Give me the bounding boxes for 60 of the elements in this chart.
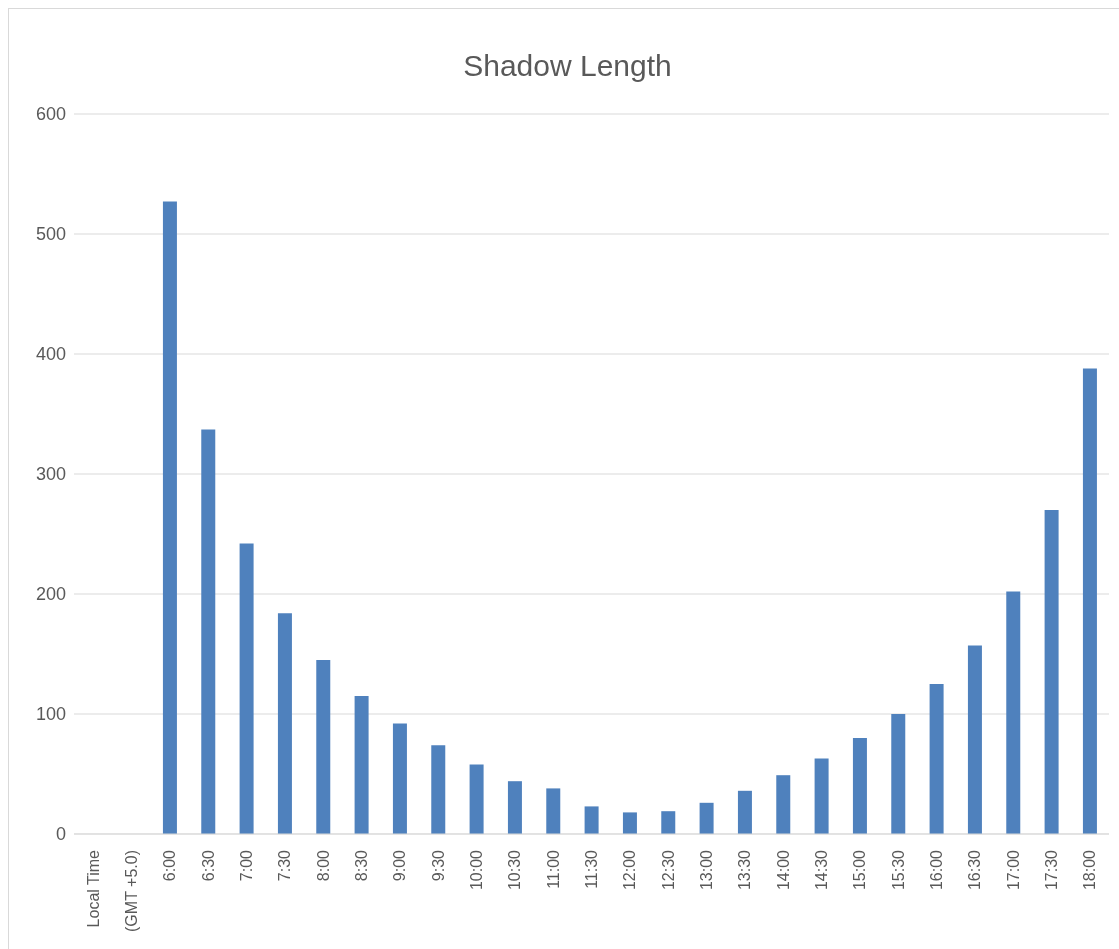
bar (737, 790, 752, 834)
chart-title: Shadow Length (462, 49, 673, 83)
x-tick-label: 6:30 (199, 849, 217, 882)
x-tick-label: 7:00 (238, 849, 255, 882)
bar (929, 684, 944, 834)
x-tick-label: Local Time (84, 849, 102, 928)
x-tick-label: 11:30 (583, 849, 600, 889)
bar (431, 745, 446, 834)
bar (1006, 591, 1021, 834)
x-tick-label: 14:00 (774, 849, 792, 891)
x-tick-label: 17:00 (1004, 849, 1022, 891)
bar (699, 802, 714, 834)
bar (622, 812, 637, 834)
x-tick-label: 8:30 (353, 849, 370, 882)
bar (1082, 368, 1097, 834)
bar (239, 543, 254, 834)
y-tick-label: 300 (35, 464, 66, 485)
bar (316, 660, 331, 834)
x-tick-label: 6:00 (161, 849, 179, 882)
x-tick-label: 11:00 (544, 849, 562, 889)
x-tick-label: 13:00 (698, 849, 715, 891)
x-tick-label: 15:00 (851, 849, 869, 891)
bar (661, 811, 676, 834)
x-tick-label: 15:30 (889, 849, 907, 891)
y-tick-label: 600 (35, 104, 66, 125)
x-tick-label: 10:30 (506, 849, 524, 891)
x-tick-label: 12:00 (621, 849, 639, 891)
bar (891, 714, 906, 834)
x-tick-label: 8:00 (314, 849, 332, 882)
bar (354, 696, 369, 834)
y-tick-label: 0 (55, 824, 66, 845)
bar (814, 758, 829, 834)
y-tick-label: 100 (35, 704, 66, 725)
bar (967, 645, 982, 834)
x-tick-label: 10:00 (468, 849, 485, 891)
bar (507, 781, 522, 834)
x-tick-label: 9:30 (429, 849, 447, 882)
bar (392, 723, 407, 834)
bar (546, 788, 561, 834)
x-tick-label: 17:30 (1043, 849, 1060, 891)
bar (469, 764, 484, 834)
bar (1044, 510, 1059, 834)
x-tick-label: (GMT +5.0) (123, 850, 140, 932)
x-tick-label: 18:00 (1081, 849, 1099, 891)
bar (584, 806, 599, 834)
bar (277, 613, 292, 834)
y-tick-label: 500 (35, 224, 66, 245)
x-tick-label: 16:00 (928, 849, 945, 891)
y-tick-label: 200 (35, 584, 66, 605)
bar (776, 775, 791, 834)
bar (852, 738, 867, 834)
x-tick-label: 13:30 (736, 849, 754, 891)
bar (201, 429, 216, 834)
x-tick-label: 14:30 (813, 849, 830, 891)
x-tick-label: 9:00 (391, 849, 409, 882)
x-tick-label: 12:30 (659, 849, 677, 891)
bar (162, 201, 177, 834)
y-tick-label: 400 (35, 344, 66, 365)
x-tick-label: 7:30 (276, 849, 294, 882)
x-tick-label: 16:30 (966, 849, 984, 891)
